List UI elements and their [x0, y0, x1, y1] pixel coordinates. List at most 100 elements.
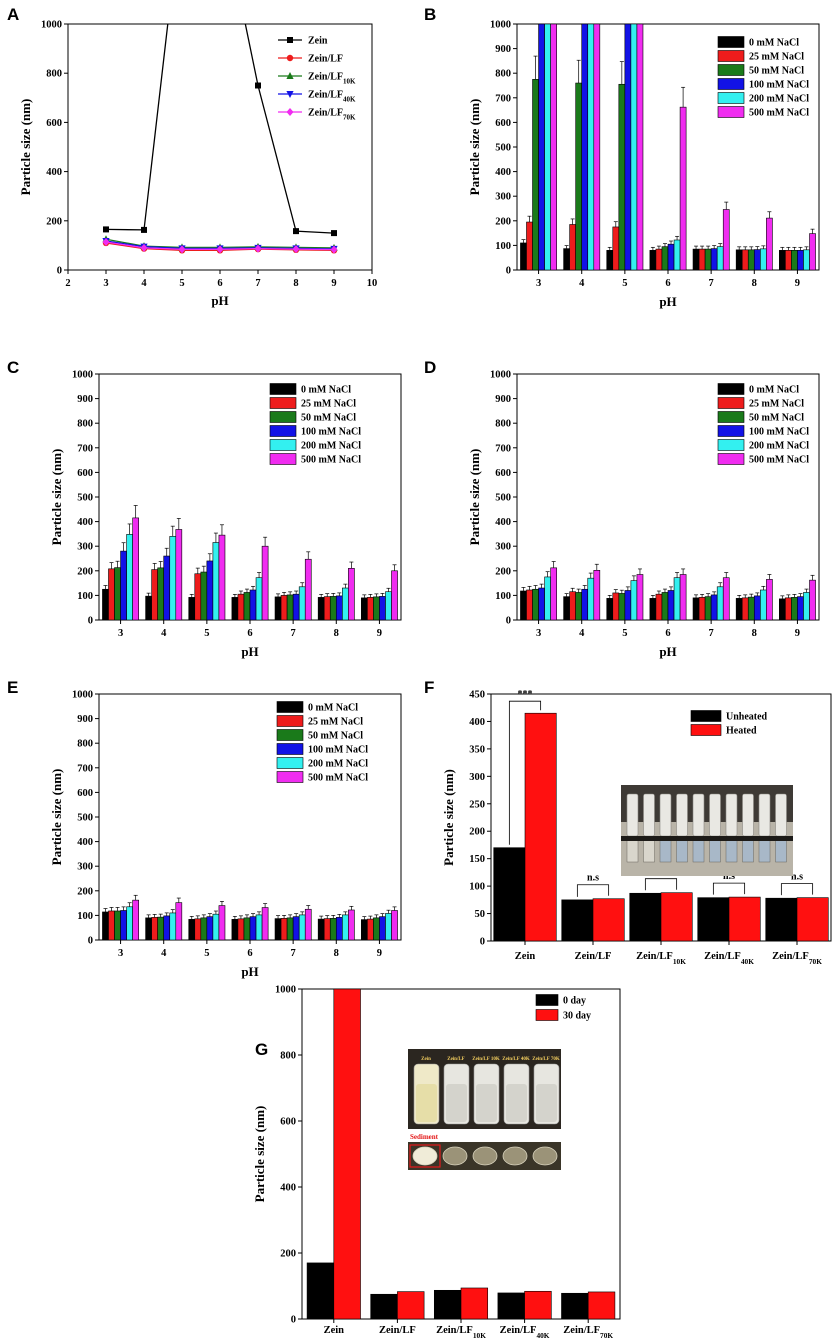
x-tick-label: 4 [579, 278, 585, 289]
bar-unheated [493, 847, 526, 941]
chart-panel-b: 0 100 200 300 400 500 600 700 800 900 1000 Particle… [467, 20, 820, 309]
x-tick-label: Zein/LF40K [704, 951, 754, 966]
legend-label: 25 mM NaCl [301, 399, 356, 410]
significance-bracket [712, 882, 746, 895]
vial-liquid [416, 1084, 437, 1122]
legend-label: 100 mM NaCl [749, 80, 809, 91]
bar-unheated [697, 897, 730, 941]
y-tick-label: 450 [469, 690, 485, 701]
legend-swatch [276, 729, 304, 741]
bar-500-mm-nacl [348, 909, 355, 940]
x-tick-label: 7 [709, 278, 714, 289]
bar-heated [796, 897, 829, 941]
bar-100-mm-nacl [624, 590, 632, 620]
chart-panel-c: 0 100 200 300 400 500 600 700 800 900 1000 Particle… [49, 370, 402, 659]
legend-label: Zein [308, 36, 328, 47]
bar-0-mm-nacl [606, 598, 614, 620]
bar-0-mm-nacl [317, 918, 325, 940]
y-tick-label: 400 [77, 517, 93, 528]
x-tick-label: Zein [324, 1325, 345, 1336]
bar-25-mm-nacl [655, 593, 663, 620]
y-tick-label: 600 [77, 788, 93, 799]
bar-100-mm-nacl [538, 24, 545, 270]
y-tick-label: 100 [77, 911, 93, 922]
vial-liquid [775, 837, 787, 863]
marker-square [103, 226, 109, 233]
bar-100-mm-nacl [710, 594, 718, 620]
y-tick-label: 400 [46, 167, 62, 178]
y-tick-label: 400 [77, 837, 93, 848]
x-tick-label: 9 [377, 628, 382, 639]
bar-200-mm-nacl [385, 591, 392, 620]
inset-photo [621, 785, 793, 876]
y-tick-label: 0 [506, 616, 511, 627]
panel-label-b: B [424, 5, 436, 24]
bar-unheated [629, 892, 662, 941]
bar-0-day [306, 1262, 335, 1319]
vial-bottom [532, 1146, 558, 1166]
legend: 0 day 30 day [535, 994, 591, 1022]
bar-200-mm-nacl [169, 536, 177, 620]
x-tick-label: Zein/LF70K [772, 951, 822, 966]
bar-500-mm-nacl [722, 209, 730, 270]
vial [659, 793, 672, 837]
y-tick-label: 500 [495, 493, 511, 504]
bar-100-mm-nacl [249, 589, 257, 620]
legend-label: 50 mM NaCl [308, 731, 363, 742]
bar-200-mm-nacl [544, 24, 551, 270]
legend-swatch [690, 724, 722, 736]
panel-label-d: D [424, 358, 436, 377]
vial-liquid [709, 837, 721, 863]
bar-50-mm-nacl [747, 596, 755, 620]
series-line [105, 24, 335, 234]
bar-200-mm-nacl [298, 914, 306, 940]
marker-diamond [286, 108, 294, 116]
photo-label: Zein [421, 1057, 431, 1062]
legend-swatch [717, 383, 745, 395]
legend-label: 0 mM NaCl [308, 703, 358, 714]
legend-swatch [269, 397, 297, 409]
y-tick-label: 400 [495, 167, 511, 178]
sediment-label: Sediment [410, 1133, 439, 1141]
bars [306, 989, 616, 1319]
bar-200-mm-nacl [342, 914, 349, 940]
bar-500-mm-nacl [809, 233, 816, 270]
x-tick-label: 5 [622, 278, 627, 289]
bar-500-mm-nacl [175, 529, 183, 620]
bar-200-mm-nacl [760, 248, 767, 270]
marker-square [331, 230, 337, 237]
bar-25-mm-nacl [785, 597, 792, 620]
bar-200-mm-nacl [673, 577, 681, 620]
bar-30-day [587, 1291, 616, 1319]
bar-500-mm-nacl [679, 106, 687, 270]
bar-500-mm-nacl [218, 905, 226, 940]
bar-200-mm-nacl [587, 577, 595, 620]
bar-25-mm-nacl [785, 250, 792, 270]
significance-bracket [780, 883, 814, 896]
bars [102, 505, 398, 620]
y-tick-label: 900 [495, 44, 511, 55]
x-tick-label: 8 [752, 628, 757, 639]
significance-label: n.s [587, 873, 599, 884]
legend-label: Zein/LF10K [308, 72, 356, 86]
y-tick-label: 300 [495, 542, 511, 553]
chart-panel-f: 0 50 100 150 200 250 300 350 400 450 Particle size… [441, 689, 832, 966]
bar-100-mm-nacl [163, 555, 171, 620]
x-tick-label: 7 [291, 628, 296, 639]
legend: Zein Zein/LF Zein/LF10K Zein/LF40K Zein/LF70… [278, 36, 356, 122]
bar-25-mm-nacl [612, 226, 620, 270]
bar-0-day [370, 1293, 398, 1319]
bar-50-mm-nacl [157, 567, 165, 620]
y-axis-title: Particle size (nm) [441, 769, 456, 866]
bar-200-mm-nacl [255, 577, 263, 620]
bar-100-mm-nacl [379, 916, 386, 940]
legend-label: 200 mM NaCl [308, 759, 368, 770]
marker-circle [286, 54, 294, 62]
legend-swatch [717, 397, 745, 409]
y-tick-label: 700 [495, 93, 511, 104]
bar-0-mm-nacl [145, 595, 152, 620]
bar-25-mm-nacl [194, 918, 202, 940]
legend-label: 50 mM NaCl [301, 413, 356, 424]
bar-50-mm-nacl [575, 592, 583, 620]
bar-50-mm-nacl [157, 916, 165, 940]
